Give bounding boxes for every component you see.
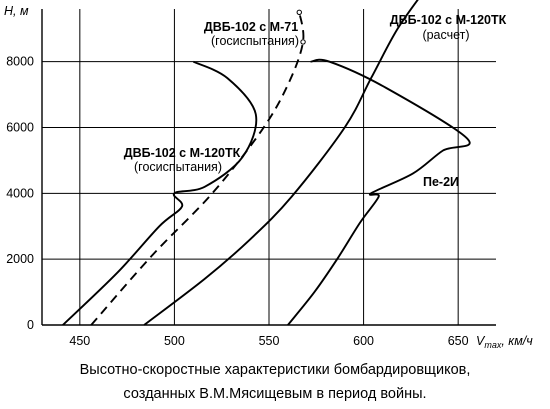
x-axis-title: Vmax, км/ч xyxy=(476,334,533,350)
y-tick-label: 4000 xyxy=(6,186,34,200)
x-tick-label: 500 xyxy=(164,334,185,348)
chart-curves xyxy=(62,0,471,326)
label-pe2i: Пе-2И xyxy=(423,175,459,189)
x-axis-title-unit: , км/ч xyxy=(501,334,533,348)
curve-m120tk-calc xyxy=(143,0,419,326)
x-tick-labels: 450 500 550 600 650 xyxy=(69,334,468,348)
chart-grid xyxy=(42,9,496,325)
y-tick-label: 8000 xyxy=(6,55,34,69)
curve-m120tk-tests xyxy=(62,60,258,326)
label-m71-tests: ДВБ-102 с М-71 xyxy=(204,20,298,34)
label-m120tk-calc-note: (расчет) xyxy=(422,28,469,42)
x-axis-title-sub: max xyxy=(484,340,502,350)
y-tick-label: 6000 xyxy=(6,121,34,135)
x-tick-label: 600 xyxy=(353,334,374,348)
label-m120tk-tests-note: (госиспытания) xyxy=(134,160,222,174)
curve-end-marker xyxy=(296,9,302,15)
caption-line-2: созданных В.М.Мясищевым в период войны. xyxy=(123,386,427,402)
x-tick-label: 550 xyxy=(259,334,280,348)
label-m120tk-calc: ДВБ-102 с М-120ТК xyxy=(390,13,507,27)
curve-end-marker xyxy=(300,39,306,45)
label-m71-tests-note: (госиспытания) xyxy=(211,34,299,48)
x-axis-title-main: V xyxy=(476,334,486,348)
y-axis-title: Н, м xyxy=(4,4,29,18)
chart-axes xyxy=(41,9,496,326)
curve-m71-tests xyxy=(90,12,305,326)
caption-line-1: Высотно-скоростные характеристики бомбар… xyxy=(79,362,471,378)
x-tick-label: 450 xyxy=(69,334,90,348)
label-m120tk-tests: ДВБ-102 с М-120ТК xyxy=(124,146,241,160)
y-tick-labels: 0 2000 4000 6000 8000 xyxy=(6,55,34,332)
y-tick-label: 2000 xyxy=(6,252,34,266)
x-tick-label: 650 xyxy=(448,334,469,348)
y-tick-label: 0 xyxy=(27,318,34,332)
curve-pe2i xyxy=(287,58,471,326)
